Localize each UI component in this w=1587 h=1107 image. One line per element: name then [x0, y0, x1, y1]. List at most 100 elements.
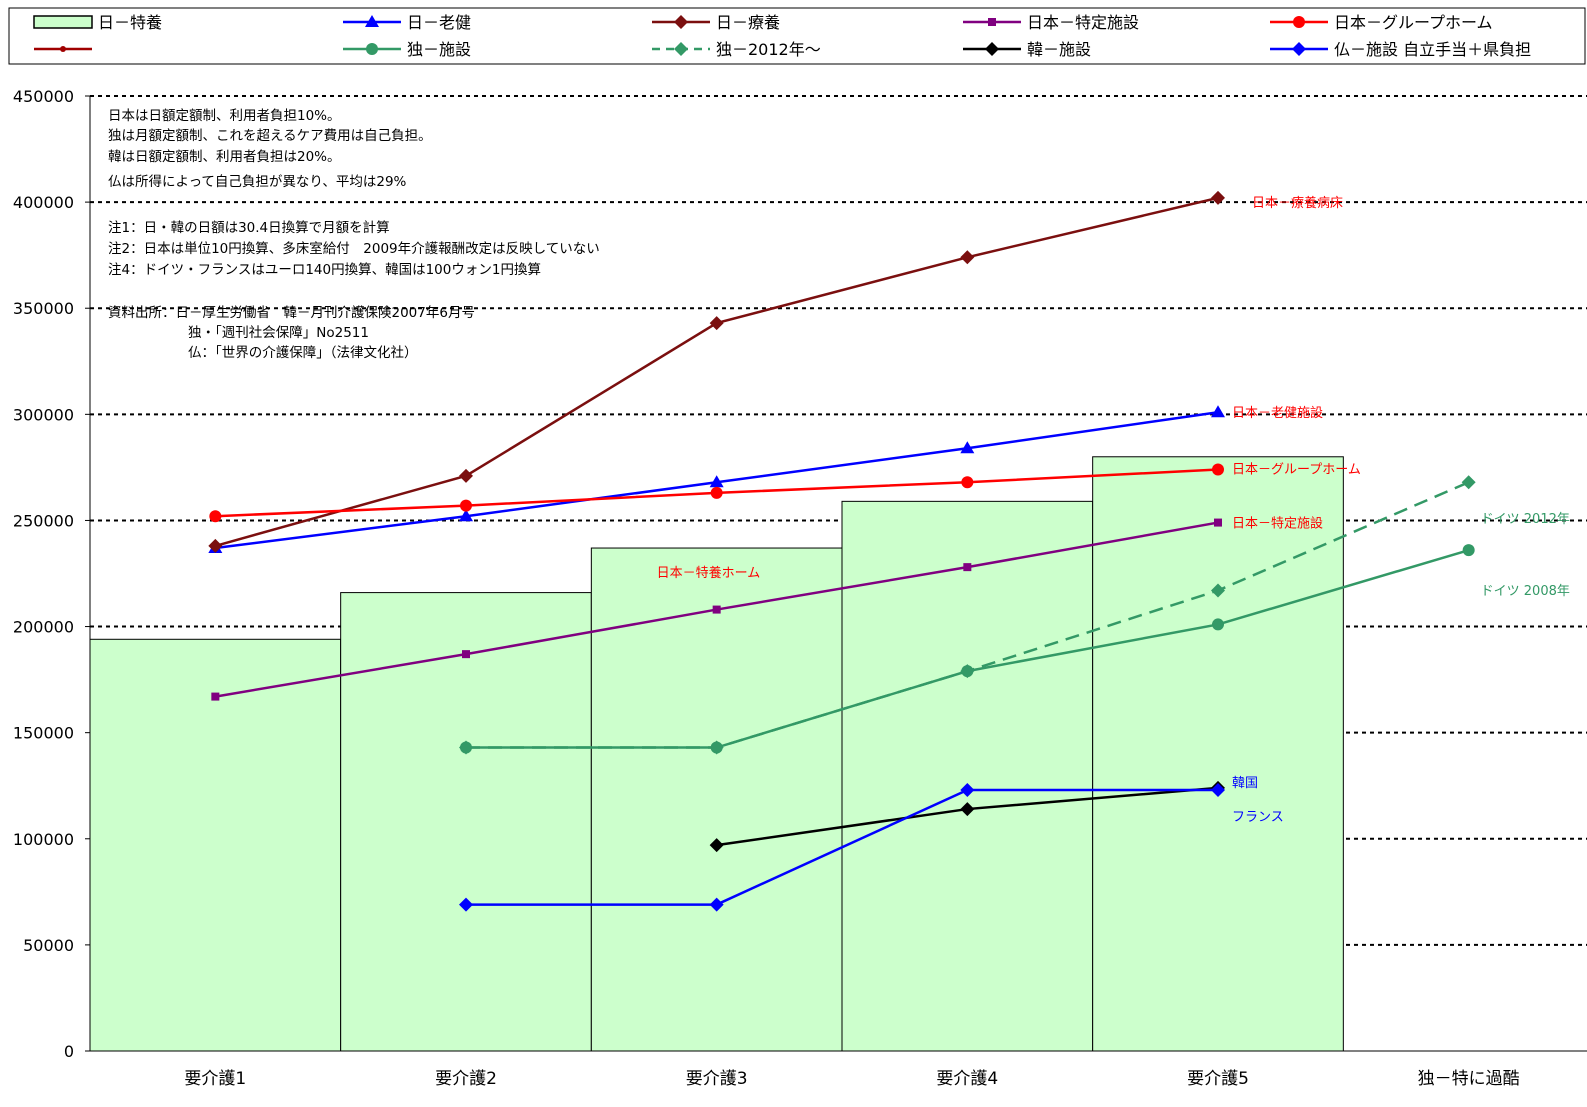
legend-marker: [674, 42, 688, 56]
annotation: 日本－療養病床: [1252, 195, 1343, 211]
note-line: 韓は日額定額制、利用者負担は20%。: [108, 149, 341, 165]
data-point: [459, 740, 473, 755]
annotation: 日本－老健施設: [1232, 405, 1323, 421]
data-point: [1211, 583, 1225, 598]
y-tick-label: 200000: [13, 618, 74, 637]
legend-label: 日本－特定施設: [1027, 13, 1139, 32]
series-3: [211, 518, 1222, 701]
line-series: [208, 190, 1476, 912]
legend-label: 日－特養: [98, 13, 162, 32]
bar: [841, 500, 1094, 1052]
data-point: [460, 499, 472, 512]
x-tick-label: 要介護1: [184, 1069, 246, 1089]
data-point: [1211, 190, 1225, 205]
y-tick-label: 100000: [13, 830, 74, 849]
annotation: 日本－特定施設: [1232, 516, 1323, 532]
x-tick-label: 要介護4: [936, 1069, 998, 1089]
legend-label: 日－老健: [407, 13, 471, 32]
data-point: [960, 664, 975, 679]
series-line: [466, 788, 1218, 906]
data-point: [211, 692, 220, 701]
y-tick-label: 50000: [23, 936, 74, 955]
data-point: [709, 740, 724, 755]
data-point: [459, 468, 473, 483]
legend-marker: [988, 18, 996, 26]
bar: [590, 547, 843, 1052]
data-point: [961, 476, 974, 489]
data-point: [709, 475, 724, 488]
y-tick-label: 250000: [13, 511, 74, 530]
bar: [340, 592, 592, 1052]
source-line: 独・「週刊社会保障」No2511: [188, 325, 369, 341]
legend-label: 韓－施設: [1027, 40, 1091, 59]
series-1: [208, 405, 1225, 554]
legend-marker: [1293, 16, 1305, 28]
series-6: [459, 475, 1476, 755]
series-4: [209, 463, 1224, 523]
data-point: [209, 510, 222, 523]
y-tick-label: 400000: [13, 193, 74, 212]
legend-marker: [1292, 42, 1306, 56]
data-point: [963, 563, 972, 572]
legend-marker: [365, 15, 379, 27]
notes: 日本は日額定額制、利用者負担10%。独は月額定額制、これを超えるケア費用は自己負…: [108, 108, 600, 361]
series-2: [208, 190, 1225, 553]
bar: [89, 638, 342, 1052]
bar-series: [89, 456, 1344, 1052]
data-point: [1211, 405, 1225, 418]
note-line: 仏は所得によって自己負担が異なり、平均は29%: [108, 173, 407, 190]
x-tick-label: 独－特に過酷: [1418, 1069, 1520, 1089]
note-line: 独は月額定額制、これを超えるケア費用は自己負担。: [108, 128, 432, 144]
source-line: 仏：「世界の介護保障」（法律文化社）: [188, 345, 418, 361]
y-tick-label: 300000: [13, 405, 74, 424]
annotation: 日本－特養ホーム: [657, 565, 761, 581]
data-point: [960, 802, 975, 817]
x-tick-label: 要介護3: [686, 1069, 748, 1089]
data-point: [709, 897, 724, 912]
data-point: [710, 486, 723, 499]
legend-marker: [985, 42, 999, 56]
data-point: [1211, 782, 1225, 797]
note-line: 日本は日額定額制、利用者負担10%。: [108, 108, 341, 124]
legend-label: 日本－グループホーム: [1334, 13, 1493, 32]
data-point: [459, 897, 473, 912]
annotations: 日本－療養病床日本－老健施設日本－グループホーム日本－特定施設日本－特養ホームド…: [657, 195, 1570, 825]
data-point: [1462, 544, 1475, 557]
legend-label: 独－2012年～: [716, 40, 821, 59]
data-point: [1212, 618, 1224, 631]
y-tick-label: 0: [64, 1042, 74, 1061]
source-line: 資料出所：日－厚生労働省 韓－月刊介護保険2007年6月号: [108, 305, 475, 321]
data-point: [462, 650, 470, 659]
axes: 0 50000 100000 150000 200000 250000 300000 3500…: [13, 87, 1587, 1089]
data-point: [960, 250, 975, 265]
data-point: [1461, 475, 1476, 490]
bar: [1092, 456, 1344, 1052]
y-tick-label: 350000: [13, 299, 74, 318]
data-point: [960, 441, 975, 454]
y-tick-label: 150000: [13, 724, 74, 743]
series-8: [459, 782, 1225, 912]
legend-marker: [674, 15, 688, 29]
x-tick-label: 要介護5: [1187, 1069, 1249, 1089]
legend-marker: [366, 43, 378, 55]
legend-label: 独－施設: [407, 40, 471, 59]
data-point: [960, 782, 975, 797]
note-line: 注4：ドイツ・フランスはユーロ140円換算、韓国は100ウォン1円換算: [108, 262, 541, 278]
note-line: 注1：日・韓の日額は30.4日換算で月額を計算: [108, 220, 390, 236]
annotation: 韓国: [1232, 776, 1258, 791]
legend-swatch: [33, 15, 93, 29]
annotation: フランス: [1232, 810, 1284, 825]
note-line: 注2：日本は単位10円換算、多床室給付 2009年介護報酬改定は反映していない: [108, 240, 600, 257]
data-point: [709, 316, 724, 331]
annotation: ドイツ 2008年: [1481, 584, 1570, 599]
data-point: [1214, 518, 1222, 527]
legend-label: 仏－施設 自立手当＋県負担: [1334, 40, 1531, 59]
data-point: [1212, 463, 1224, 476]
annotation: ドイツ 2012年: [1481, 512, 1570, 527]
legend-marker: [60, 46, 66, 52]
legend-label: 日－療養: [716, 13, 780, 32]
annotation: 日本－グループホーム: [1232, 463, 1361, 478]
data-point: [709, 838, 724, 853]
